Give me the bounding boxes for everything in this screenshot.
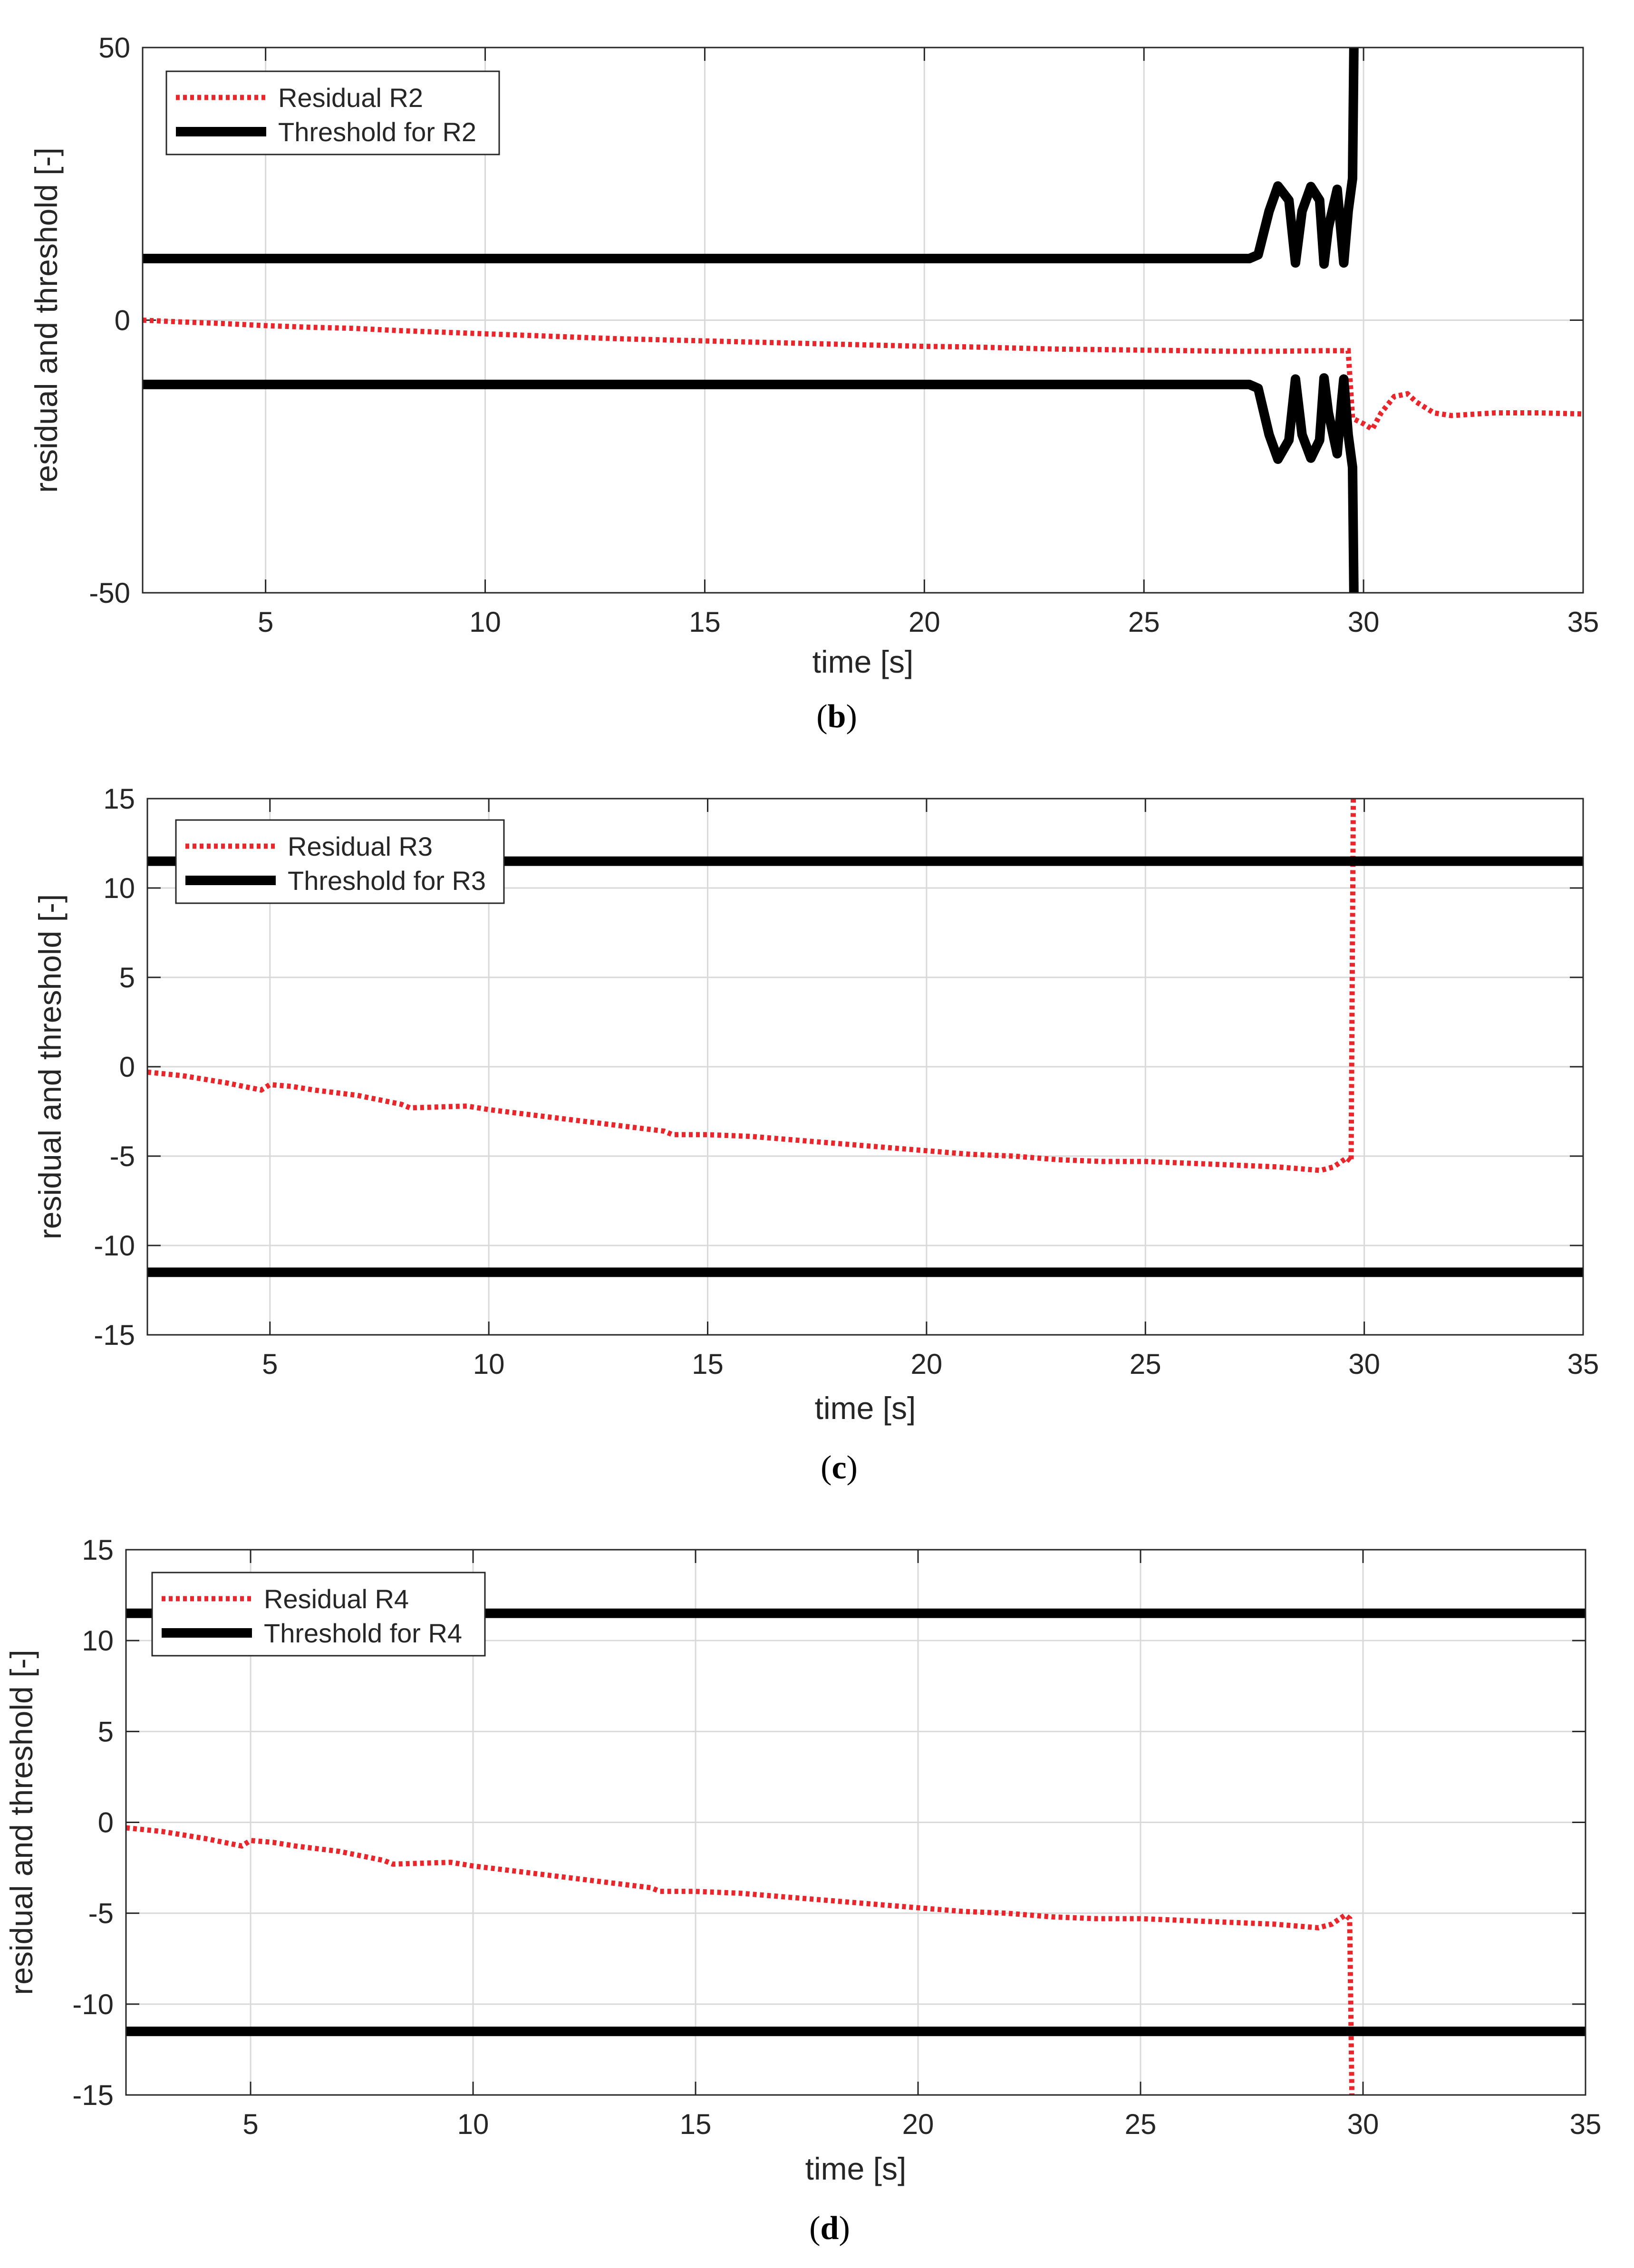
x-tick-label: 20	[902, 2108, 934, 2140]
x-tick-label: 35	[1567, 1348, 1599, 1380]
caption-close: )	[839, 2210, 850, 2247]
threshold-line-lower	[143, 373, 1359, 593]
data-layer	[143, 48, 1583, 593]
residual-line	[126, 1825, 1355, 2095]
x-tick-label: 30	[1348, 606, 1380, 638]
axes-box	[146, 798, 1584, 1336]
chart-panel-b: 5 10 15 20 25 30 35 -50 0 50 Residual R2 Threshold …	[29, 32, 1599, 735]
x-tick-label: 15	[680, 2108, 712, 2140]
legend-entry: Residual R3	[288, 831, 433, 861]
x-tick-label: 10	[457, 2108, 489, 2140]
chart-panel-d: 5 10 15 20 25 30 35 -15 -10 -5 0 5 10 15 Residual R4 Th…	[4, 1534, 1601, 2247]
caption-open: (	[816, 698, 827, 735]
residual-line	[147, 799, 1356, 1173]
x-tick-label: 5	[262, 1348, 278, 1380]
panel-caption: (c)	[821, 1449, 858, 1486]
y-tick-label: 10	[82, 1625, 114, 1657]
y-axis-label: residual and threshold [-]	[4, 1650, 39, 1995]
x-tick-label: 35	[1567, 606, 1599, 638]
axes-box	[142, 47, 1584, 594]
x-tick-label: 20	[911, 1348, 943, 1380]
x-tick-label: 10	[473, 1348, 505, 1380]
chart-panel-c: 5 10 15 20 25 30 35 -15 -10 -5 0 5 10 15 Residual R3 Th…	[32, 783, 1599, 1486]
y-tick-label: -15	[94, 1319, 135, 1351]
caption-letter: b	[828, 698, 846, 735]
x-tick-label: 25	[1128, 606, 1160, 638]
y-tick-label: -5	[110, 1140, 135, 1172]
x-axis-label: time [s]	[812, 644, 914, 679]
legend: Residual R2 Threshold for R2	[165, 70, 500, 155]
panel-caption: (d)	[809, 2210, 850, 2247]
x-tick-label: 5	[258, 606, 273, 638]
legend: Residual R4 Threshold for R4	[151, 1572, 486, 1657]
y-tick-label: 0	[115, 305, 130, 337]
caption-open: (	[809, 2210, 820, 2247]
legend: Residual R3 Threshold for R3	[175, 819, 505, 904]
legend-entry: Threshold for R3	[288, 866, 486, 896]
caption-letter: c	[832, 1449, 846, 1486]
y-axis-label: residual and threshold [-]	[32, 894, 68, 1239]
axes-box	[125, 1549, 1586, 2096]
legend-entry: Threshold for R2	[278, 117, 476, 147]
y-tick-label: 5	[98, 1716, 114, 1747]
x-tick-label: 5	[242, 2108, 258, 2140]
x-tick-label: 35	[1570, 2108, 1602, 2140]
x-axis-label: time [s]	[805, 2151, 907, 2186]
y-tick-label: 0	[98, 1807, 114, 1839]
x-tick-label: 30	[1347, 2108, 1379, 2140]
y-tick-label: 10	[103, 872, 135, 904]
y-tick-label: -10	[72, 1988, 114, 2020]
y-tick-label: -50	[89, 577, 130, 609]
caption-close: )	[846, 698, 857, 735]
legend-box	[151, 1572, 486, 1657]
x-tick-label: 10	[469, 606, 501, 638]
x-tick-label: 20	[909, 606, 940, 638]
y-tick-label: 50	[98, 32, 130, 64]
threshold-line-upper	[143, 48, 1359, 269]
y-axis-label: residual and threshold [-]	[29, 147, 64, 492]
x-tick-label: 15	[692, 1348, 724, 1380]
x-tick-label: 25	[1130, 1348, 1161, 1380]
panel-caption: (b)	[816, 698, 857, 735]
y-tick-label: -10	[94, 1230, 135, 1262]
x-axis-label: time [s]	[815, 1390, 916, 1426]
caption-letter: d	[821, 2210, 839, 2247]
y-tick-label: -15	[72, 2079, 114, 2111]
y-tick-label: -5	[88, 1898, 114, 1930]
y-tick-label: 15	[82, 1534, 114, 1566]
legend-box	[175, 819, 505, 904]
x-tick-label: 25	[1125, 2108, 1157, 2140]
y-tick-label: 15	[103, 783, 135, 815]
legend-box	[165, 70, 500, 155]
residual-line	[143, 318, 1583, 433]
caption-close: )	[847, 1449, 858, 1486]
legend-entry: Threshold for R4	[264, 1618, 462, 1648]
caption-open: (	[821, 1449, 832, 1486]
legend-entry: Residual R4	[264, 1584, 409, 1614]
x-tick-label: 30	[1348, 1348, 1380, 1380]
x-tick-label: 15	[689, 606, 721, 638]
y-tick-label: 0	[119, 1051, 135, 1083]
y-tick-label: 5	[119, 962, 135, 994]
legend-entry: Residual R2	[278, 83, 423, 113]
